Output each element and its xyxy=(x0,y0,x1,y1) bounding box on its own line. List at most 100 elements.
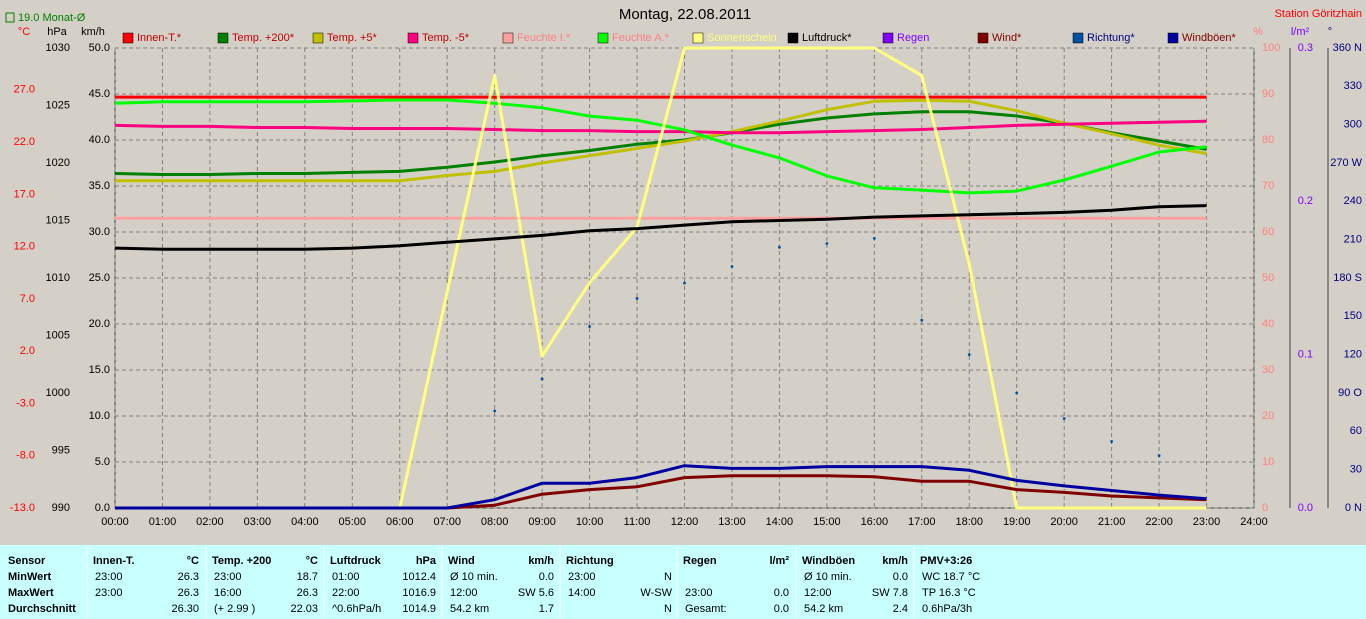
x-tick-label: 16:00 xyxy=(861,516,889,528)
y-tick-label: 360 N xyxy=(1333,42,1362,54)
legend-label: Feuchte I.* xyxy=(517,32,571,44)
legend-label: Windböen* xyxy=(1182,32,1237,44)
direction-dot xyxy=(730,265,734,268)
legend-swatch xyxy=(1167,32,1179,44)
y-tick-label: 0.0 xyxy=(95,502,110,514)
y-tick-label: 0 N xyxy=(1345,502,1362,514)
y-tick-label: 12.0 xyxy=(14,241,35,253)
y-tick-label: -13.0 xyxy=(10,502,35,514)
legend-swatch xyxy=(1072,32,1084,44)
chart-background xyxy=(0,0,1366,545)
cell-left: 54.2 km xyxy=(804,603,843,615)
cell-right: 0.0 xyxy=(774,603,789,615)
cell-right: SW 7.8 xyxy=(872,587,908,599)
legend-swatch xyxy=(692,32,704,44)
cell-right: 26.3 xyxy=(297,587,318,599)
y-tick-label: 1030 xyxy=(46,42,70,54)
legend-label: Richtung* xyxy=(1087,32,1135,44)
cell-right: 1.7 xyxy=(539,603,554,615)
x-tick-label: 01:00 xyxy=(149,516,177,528)
cell-right: 0.0 xyxy=(774,587,789,599)
x-tick-label: 21:00 xyxy=(1098,516,1126,528)
legend-label: Feuchte A.* xyxy=(612,32,670,44)
cell-left: 01:00 xyxy=(332,571,360,583)
station-name: Station Göritzhain xyxy=(1275,8,1362,20)
axis-unit: l/m² xyxy=(1291,26,1310,38)
y-tick-label: 2.0 xyxy=(20,345,35,357)
axis-unit: hPa xyxy=(47,26,67,38)
cell-left: Ø 10 min. xyxy=(450,571,498,583)
x-tick-label: 05:00 xyxy=(339,516,367,528)
column-unit: l/m² xyxy=(769,555,789,567)
y-tick-label: 1000 xyxy=(46,387,70,399)
row-label: MaxWert xyxy=(8,587,54,599)
x-tick-label: 03:00 xyxy=(244,516,272,528)
y-tick-label: 100 xyxy=(1262,42,1280,54)
cell-right: N xyxy=(664,603,672,615)
legend-swatch xyxy=(407,32,419,44)
month-average: 19.0 Monat-Ø xyxy=(18,12,86,24)
legend-label: Wind* xyxy=(992,32,1022,44)
legend-label: Temp. +5* xyxy=(327,32,378,44)
x-tick-label: 10:00 xyxy=(576,516,604,528)
y-tick-label: 995 xyxy=(52,444,70,456)
cell-left: WC 18.7 °C xyxy=(922,571,980,583)
cell-left: 14:00 xyxy=(568,587,596,599)
legend-label: Sonnenschein xyxy=(707,32,777,44)
y-tick-label: 1015 xyxy=(46,214,70,226)
legend-label: Luftdruck* xyxy=(802,32,852,44)
y-tick-label: 120 xyxy=(1344,349,1362,361)
x-tick-label: 14:00 xyxy=(766,516,794,528)
y-tick-label: 20.0 xyxy=(89,318,110,330)
cell-right: 26.3 xyxy=(178,571,199,583)
y-tick-label: 0.0 xyxy=(1298,502,1313,514)
x-tick-label: 09:00 xyxy=(528,516,556,528)
y-tick-label: 1020 xyxy=(46,157,70,169)
y-tick-label: 330 xyxy=(1344,80,1362,92)
legend-swatch xyxy=(122,32,134,44)
y-tick-label: 990 xyxy=(52,502,70,514)
y-tick-label: 1005 xyxy=(46,329,70,341)
legend-swatch xyxy=(787,32,799,44)
cell-left: Gesamt: xyxy=(685,603,727,615)
cell-left: ^0.6hPa/h xyxy=(332,603,381,615)
x-tick-label: 20:00 xyxy=(1050,516,1078,528)
y-tick-label: 50.0 xyxy=(89,42,110,54)
x-tick-label: 19:00 xyxy=(1003,516,1031,528)
cell-left: 22:00 xyxy=(332,587,360,599)
y-tick-label: 70 xyxy=(1262,180,1274,192)
y-tick-label: 150 xyxy=(1344,310,1362,322)
legend-label: Temp. -5* xyxy=(422,32,470,44)
column-unit: hPa xyxy=(416,555,437,567)
x-tick-label: 17:00 xyxy=(908,516,936,528)
column-unit: °C xyxy=(187,555,199,567)
y-tick-label: 20 xyxy=(1262,410,1274,422)
y-tick-label: 15.0 xyxy=(89,364,110,376)
column-title: Richtung xyxy=(566,555,614,567)
y-tick-label: 35.0 xyxy=(89,180,110,192)
cell-right: 1014.9 xyxy=(402,603,436,615)
y-tick-label: 30.0 xyxy=(89,226,110,238)
y-tick-label: 210 xyxy=(1344,234,1362,246)
y-tick-label: 1010 xyxy=(46,272,70,284)
cell-right: 0.0 xyxy=(893,571,908,583)
series-line xyxy=(114,119,1207,135)
y-tick-label: 25.0 xyxy=(89,272,110,284)
cell-left: 16:00 xyxy=(214,587,242,599)
y-tick-label: 1025 xyxy=(46,99,70,111)
chart-title: Montag, 22.08.2011 xyxy=(619,6,751,23)
y-tick-label: 0 xyxy=(1262,502,1268,514)
y-tick-label: -8.0 xyxy=(16,450,35,462)
cell-left: (+ 2.99 ) xyxy=(214,603,255,615)
direction-dot xyxy=(1062,417,1066,420)
cell-left: 23:00 xyxy=(685,587,713,599)
legend-swatch xyxy=(977,32,989,44)
y-tick-label: 27.0 xyxy=(14,84,35,96)
x-tick-label: 13:00 xyxy=(718,516,746,528)
y-tick-label: 0.2 xyxy=(1298,195,1313,207)
cell-right: SW 5.6 xyxy=(518,587,554,599)
y-tick-label: 90 O xyxy=(1338,387,1362,399)
y-tick-label: 180 S xyxy=(1333,272,1362,284)
column-title: Luftdruck xyxy=(330,555,382,567)
direction-dot xyxy=(967,353,971,357)
